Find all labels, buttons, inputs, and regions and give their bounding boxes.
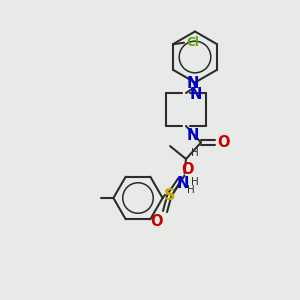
Text: O: O [218,135,230,150]
Text: N: N [187,76,199,91]
Text: N: N [187,128,199,143]
Text: H: H [190,148,198,158]
Text: N: N [189,87,202,102]
Text: H: H [187,185,195,195]
Text: Cl: Cl [186,36,199,49]
Text: O: O [182,162,194,177]
Text: H: H [190,177,198,187]
Text: S: S [164,188,175,202]
Text: O: O [150,214,163,230]
Text: N: N [177,176,189,190]
